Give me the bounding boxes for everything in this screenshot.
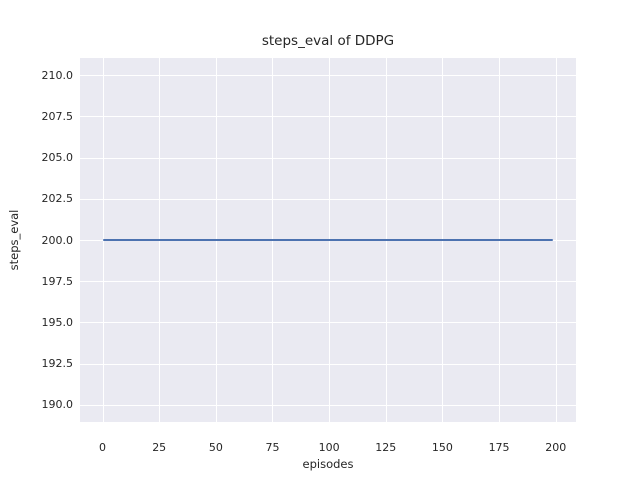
x-tick-label: 0 (99, 441, 107, 454)
x-tick-label: 150 (431, 441, 453, 454)
y-gridline (80, 116, 576, 118)
y-tick-label: 195.0 (41, 315, 74, 329)
x-tick-label: 175 (488, 441, 510, 454)
y-tick-label: 207.5 (41, 109, 74, 123)
y-gridline (80, 198, 576, 200)
y-tick-label: 210.0 (41, 68, 74, 82)
y-tick-label: 190.0 (41, 398, 74, 412)
y-gridline (80, 363, 576, 365)
x-tick-label: 50 (208, 441, 223, 454)
x-tick-label: 125 (375, 441, 397, 454)
x-tick-label: 100 (318, 441, 340, 454)
y-tick-label: 202.5 (41, 192, 74, 206)
chart-title: steps_eval of DDPG (261, 33, 395, 49)
series-line-steps_eval (102, 239, 554, 241)
x-tick-label: 75 (265, 441, 280, 454)
y-tick-label: 197.5 (41, 274, 74, 288)
x-axis-label: episodes (302, 457, 354, 471)
x-tick-label: 200 (545, 441, 567, 454)
x-tick-label: 25 (152, 441, 167, 454)
y-gridline (80, 404, 576, 406)
y-tick-label: 205.0 (41, 151, 74, 165)
y-tick-label: 200.0 (41, 233, 74, 247)
y-gridline (80, 157, 576, 159)
y-gridline (80, 75, 576, 77)
y-gridline (80, 322, 576, 324)
y-tick-label: 192.5 (41, 357, 74, 371)
y-gridline (80, 281, 576, 283)
